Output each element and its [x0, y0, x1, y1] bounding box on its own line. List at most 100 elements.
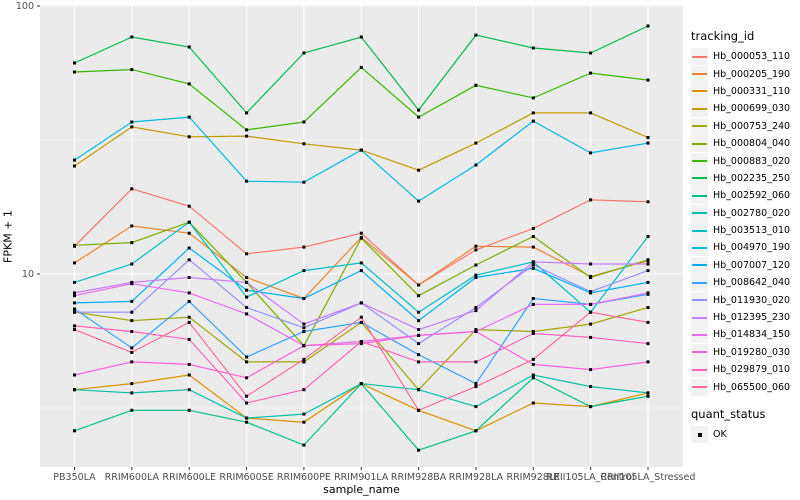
legend-key-line-icon: [691, 117, 708, 135]
legend-key-line-icon: [691, 239, 708, 257]
data-point-Hb_000053_110: [245, 252, 249, 256]
data-point-Hb_000804_040: [589, 276, 593, 279]
legend-label: Hb_014834_150: [713, 329, 791, 341]
data-point-Hb_003513_010: [474, 273, 478, 277]
data-point-Hb_029879_010: [302, 388, 306, 392]
x-axis-title: sample_name: [323, 483, 400, 496]
legend-key-line-icon: [691, 204, 708, 222]
legend-label: Hb_003513_010: [713, 225, 791, 237]
data-point-Hb_029879_010: [130, 330, 134, 333]
legend-label: Hb_000205_190: [713, 68, 791, 80]
data-point-Hb_008642_040: [417, 353, 421, 357]
data-point-Hb_008642_040: [531, 297, 535, 300]
data-point-Hb_000753_240: [187, 315, 191, 319]
data-point-Hb_019280_030: [302, 344, 306, 348]
data-point-Hb_008642_040: [302, 330, 306, 333]
data-point-Hb_065500_060: [646, 320, 650, 324]
color-line-swatch: [692, 333, 707, 336]
data-point-Hb_002780_020: [531, 373, 535, 377]
data-point-Hb_007007_120: [302, 297, 306, 300]
data-point-Hb_014834_150: [589, 302, 593, 306]
x-tick-label: RRIM600SE: [219, 472, 273, 483]
legend-item-Hb_000804_040: Hb_000804_040: [691, 135, 799, 153]
data-point-Hb_000053_110: [130, 187, 134, 191]
x-tick-label: RRIM928BA: [391, 472, 447, 483]
data-point-Hb_000753_240: [245, 360, 249, 364]
data-point-Hb_004970_190: [646, 141, 650, 145]
data-point-Hb_000331_110: [187, 373, 191, 377]
data-point-Hb_004970_190: [73, 158, 76, 162]
color-line-swatch: [692, 351, 707, 354]
data-point-Hb_000753_240: [531, 330, 535, 333]
data-point-Hb_065500_060: [474, 385, 478, 389]
color-line-swatch: [692, 316, 707, 319]
data-point-Hb_029879_010: [187, 337, 191, 341]
data-point-Hb_019280_030: [187, 362, 191, 366]
data-point-Hb_000053_110: [359, 231, 363, 235]
data-point-Hb_003513_010: [646, 235, 650, 238]
data-point-Hb_000804_040: [646, 258, 650, 262]
data-point-Hb_029879_010: [474, 360, 478, 364]
data-point-Hb_000205_190: [474, 244, 478, 248]
data-point-Hb_000053_110: [302, 245, 306, 249]
legend-key-line-icon: [691, 100, 708, 118]
data-point-Hb_008642_040: [245, 355, 249, 359]
legend-item-Hb_008642_040: Hb_008642_040: [691, 274, 799, 292]
data-point-Hb_002235_250: [245, 111, 249, 115]
data-point-Hb_007007_120: [187, 246, 191, 250]
data-point-Hb_019280_030: [417, 333, 421, 337]
legend-title-tracking-id: tracking_id: [691, 29, 755, 43]
data-point-Hb_014834_150: [73, 294, 76, 298]
data-point-Hb_000053_110: [646, 200, 650, 204]
data-point-Hb_000699_030: [417, 168, 421, 172]
data-point-Hb_029879_010: [73, 324, 76, 328]
data-point-Hb_000804_040: [73, 243, 76, 247]
x-tick-label: RRIM901LA: [334, 472, 389, 483]
data-point-Hb_003513_010: [302, 269, 306, 273]
data-point-Hb_002780_020: [646, 391, 650, 395]
x-tick-label: RRIM600LE: [162, 472, 216, 483]
data-point-Hb_004970_190: [302, 180, 306, 184]
data-point-Hb_019280_030: [359, 342, 363, 346]
legend-key-line-icon: [691, 326, 708, 344]
legend-label: Hb_065500_060: [713, 381, 791, 393]
data-point-Hb_003513_010: [417, 310, 421, 314]
color-line-swatch: [692, 90, 707, 93]
data-point-Hb_007007_120: [130, 299, 134, 303]
black-square-marker-icon: [697, 432, 702, 437]
data-point-Hb_011930_020: [245, 306, 249, 309]
data-point-Hb_000699_030: [474, 141, 478, 145]
data-point-Hb_002592_060: [245, 420, 249, 424]
x-tick-label: RRII105LA_Control: [547, 472, 635, 483]
legend-item-Hb_000753_240: Hb_000753_240: [691, 117, 799, 135]
legend-item-Hb_000331_110: Hb_000331_110: [691, 82, 799, 100]
legend-item-Hb_011930_020: Hb_011930_020: [691, 291, 799, 309]
color-line-swatch: [692, 177, 707, 180]
data-point-Hb_065500_060: [245, 394, 249, 398]
data-point-Hb_011930_020: [474, 306, 478, 309]
legend-label: Hb_000331_110: [713, 85, 791, 97]
data-point-Hb_002235_250: [646, 24, 650, 28]
data-point-Hb_000753_240: [130, 319, 134, 323]
legend-item-Hb_002592_060: Hb_002592_060: [691, 187, 799, 205]
data-point-Hb_000753_240: [474, 328, 478, 332]
data-point-Hb_004970_190: [589, 151, 593, 155]
legend-item-Hb_004970_190: Hb_004970_190: [691, 239, 799, 257]
legend-key-line-icon: [691, 378, 708, 396]
color-line-swatch: [692, 107, 707, 110]
data-point-Hb_002235_250: [474, 33, 478, 37]
legend-label: Hb_012395_230: [713, 312, 791, 324]
data-point-Hb_014834_150: [245, 312, 249, 316]
data-point-Hb_000883_020: [531, 96, 535, 100]
data-point-Hb_002592_060: [187, 408, 191, 412]
data-point-Hb_000883_020: [589, 71, 593, 75]
data-point-Hb_000883_020: [646, 78, 650, 82]
data-point-Hb_007007_120: [359, 269, 363, 273]
data-point-Hb_029879_010: [531, 332, 535, 335]
data-point-Hb_002235_250: [302, 51, 306, 55]
legend-key-line-icon: [691, 309, 708, 327]
data-point-Hb_029879_010: [359, 340, 363, 343]
data-point-Hb_000331_110: [531, 401, 535, 405]
y-axis-title: FPKM + 1: [1, 210, 15, 263]
data-point-Hb_012395_230: [302, 322, 306, 326]
